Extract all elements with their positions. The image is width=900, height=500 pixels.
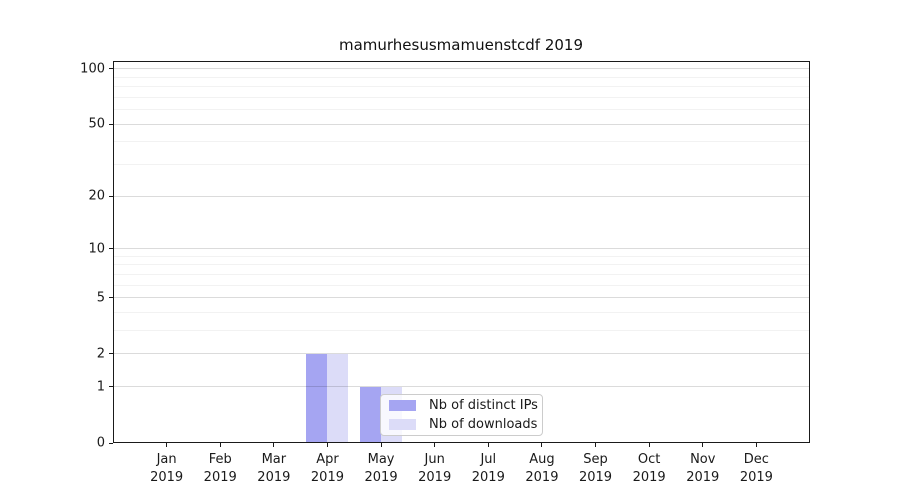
x-tick-label-10: Nov 2019 [686,452,720,485]
minor-gridline-3 [113,330,810,332]
y-tick-label-1: 1 [96,379,105,395]
major-gridline-2 [113,353,810,355]
y-tick-label-100: 100 [80,61,105,77]
x-tick-3 [326,443,328,447]
x-tick-label-9: Oct 2019 [632,452,666,485]
major-gridline-5 [113,297,810,299]
minor-gridline-4 [113,311,810,313]
bar-nb-of-distinct-ips-4 [360,386,382,443]
legend-swatch-icon [389,419,416,430]
minor-gridline-60 [113,109,810,111]
x-tick-label-1: Feb 2019 [203,452,237,485]
legend: Nb of distinct IPs Nb of downloads [380,394,543,436]
x-tick-label-4: May 2019 [364,452,398,485]
x-tick-8 [595,443,597,447]
bar-nb-of-downloads-3 [327,353,349,443]
minor-gridline-30 [113,163,810,165]
legend-label: Nb of distinct IPs [429,398,538,413]
legend-row: Nb of downloads [389,417,538,432]
y-tick-label-10: 10 [88,241,105,256]
legend-label: Nb of downloads [429,417,538,432]
x-tick-4 [380,443,382,447]
y-tick-20 [109,195,113,197]
x-tick-label-3: Apr 2019 [310,452,344,485]
y-tick-label-20: 20 [88,188,105,204]
y-tick-0 [109,442,113,444]
x-tick-11 [755,443,757,447]
x-tick-6 [487,443,489,447]
minor-gridline-8 [113,264,810,266]
minor-gridline-70 [113,96,810,98]
y-tick-1 [109,386,113,388]
major-gridline-100 [113,68,810,70]
x-tick-label-5: Jun 2019 [418,452,452,485]
y-tick-label-0: 0 [96,435,105,451]
x-tick-1 [219,443,221,447]
major-gridline-1 [113,386,810,388]
y-tick-label-5: 5 [96,290,105,306]
minor-gridline-9 [113,255,810,257]
x-tick-10 [702,443,704,447]
y-tick-2 [109,353,113,355]
y-tick-10 [109,248,113,249]
plot-frame [113,61,810,443]
major-gridline-50 [113,123,810,125]
legend-swatch-icon [389,400,416,411]
bar-nb-of-distinct-ips-3 [306,353,328,443]
chart-title: mamurhesusmamuenstcdf 2019 [338,36,584,54]
y-tick-50 [109,123,113,125]
y-tick-label-50: 50 [88,116,105,132]
x-tick-label-6: Jul 2019 [471,452,505,485]
minor-gridline-6 [113,284,810,286]
x-tick-label-8: Sep 2019 [578,452,613,485]
minor-gridline-40 [113,141,810,143]
x-tick-5 [434,443,436,447]
minor-gridline-7 [113,273,810,275]
x-tick-0 [166,443,168,447]
x-tick-label-2: Mar 2019 [257,452,291,485]
y-tick-5 [109,297,113,299]
x-tick-9 [648,443,650,447]
minor-gridline-90 [113,76,810,78]
minor-gridline-80 [113,86,810,88]
y-tick-100 [109,68,113,70]
legend-row: Nb of distinct IPs [389,398,538,413]
y-tick-label-2: 2 [96,346,105,362]
x-tick-label-0: Jan 2019 [150,452,184,485]
x-tick-2 [273,443,275,447]
x-tick-7 [541,443,543,447]
major-gridline-10 [113,248,810,249]
major-gridline-20 [113,195,810,197]
x-tick-label-11: Dec 2019 [739,452,773,485]
x-tick-label-7: Aug 2019 [525,452,559,485]
